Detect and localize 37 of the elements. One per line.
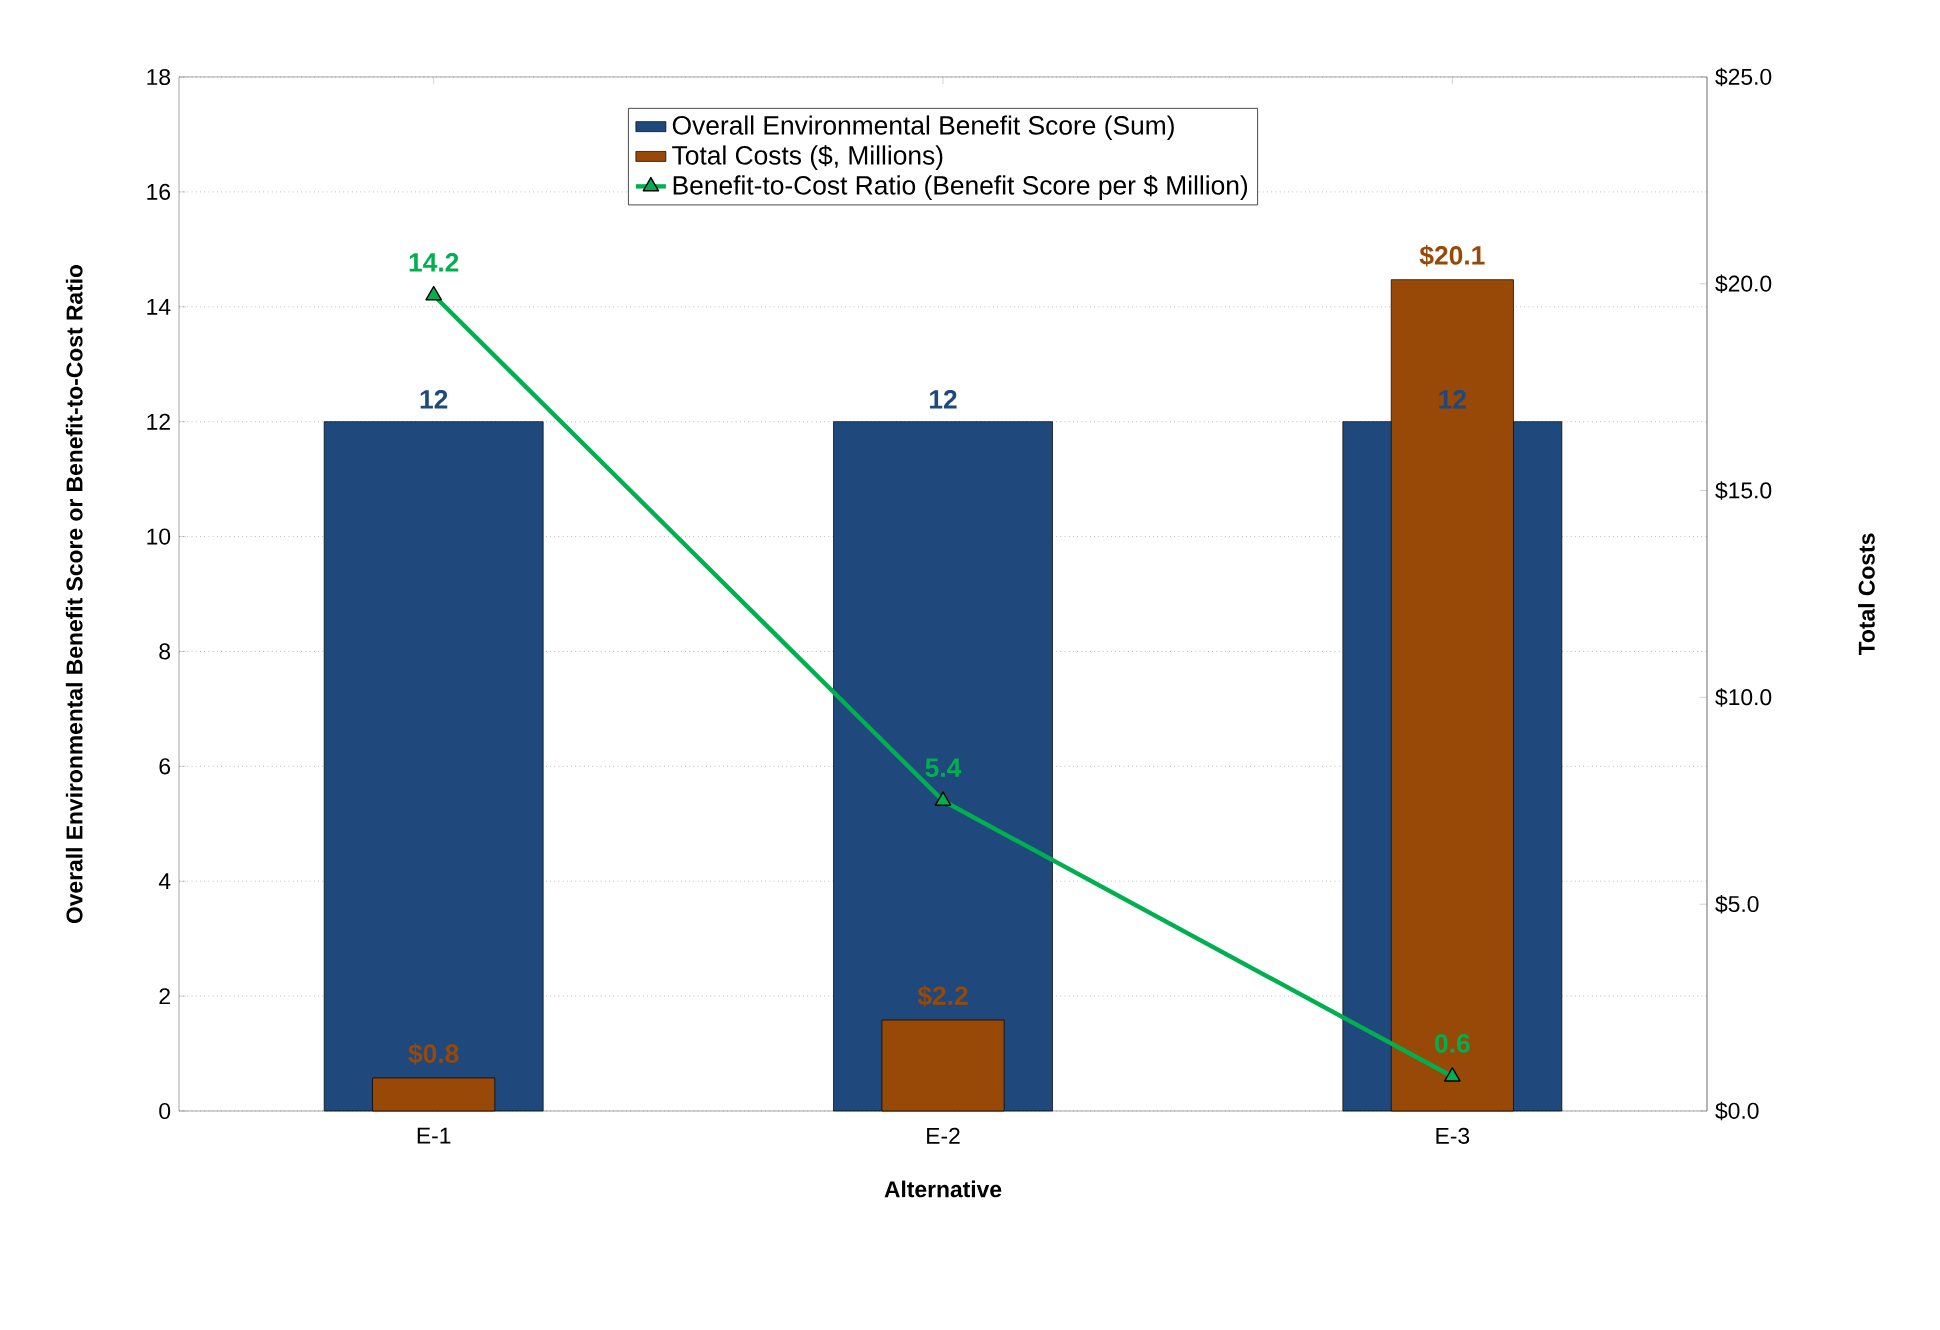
y-tick-label: 8 — [159, 643, 171, 660]
y2-tick-label: $20.0 — [1715, 274, 1772, 294]
data-label: 12 — [930, 390, 957, 409]
point — [425, 285, 442, 301]
data-label: 14.2 — [409, 253, 459, 272]
y2-axis-title: Total Costs — [1858, 533, 1875, 656]
legend-label: Total Costs ($, Millions) — [672, 144, 943, 170]
y2-tick-label: $25.0 — [1715, 67, 1772, 87]
point — [1444, 1067, 1461, 1082]
y-tick-label: 4 — [158, 873, 171, 890]
y-tick-label: 18 — [147, 68, 171, 86]
legend-label: Benefit-to-Cost Ratio (Benefit Score per $ Million) — [673, 174, 1248, 200]
data-label: 12 — [420, 390, 448, 409]
y-tick-label: 10 — [147, 528, 171, 545]
x-tick-label: E-3 — [1436, 1127, 1470, 1144]
x-axis-title: Alternative — [884, 1180, 1002, 1198]
y-tick-label: 6 — [159, 758, 171, 775]
y-axis-title: Overall Environmental Benefit Score or Benefit-to-Cost Ratio — [65, 264, 83, 924]
x-tick-label: E-1 — [417, 1127, 451, 1144]
data-label: 12 — [1439, 390, 1466, 409]
data-label: 5.4 — [925, 758, 962, 778]
y-tick-label: 0 — [159, 1102, 171, 1120]
data-label: $20.1 — [1419, 244, 1485, 267]
y2-tick-label: $15.0 — [1715, 481, 1772, 500]
y-tick-label: 12 — [147, 413, 170, 430]
x-tick-label: E-2 — [927, 1127, 960, 1144]
y-tick-label: 16 — [147, 183, 171, 200]
y-tick-label: 2 — [159, 988, 170, 1005]
data-label: $0.8 — [408, 1043, 459, 1065]
data-label: $2.2 — [917, 985, 968, 1007]
point — [934, 791, 952, 806]
y2-tick-label: $0.0 — [1715, 1101, 1759, 1121]
y2-tick-label: $10.0 — [1715, 688, 1772, 707]
data-label: 0.6 — [1435, 1034, 1470, 1053]
y-tick-label: 14 — [147, 298, 171, 315]
legend-label: Overall Environmental Benefit Score (Sum) — [672, 115, 1174, 140]
y2-tick-label: $5.0 — [1715, 894, 1759, 914]
